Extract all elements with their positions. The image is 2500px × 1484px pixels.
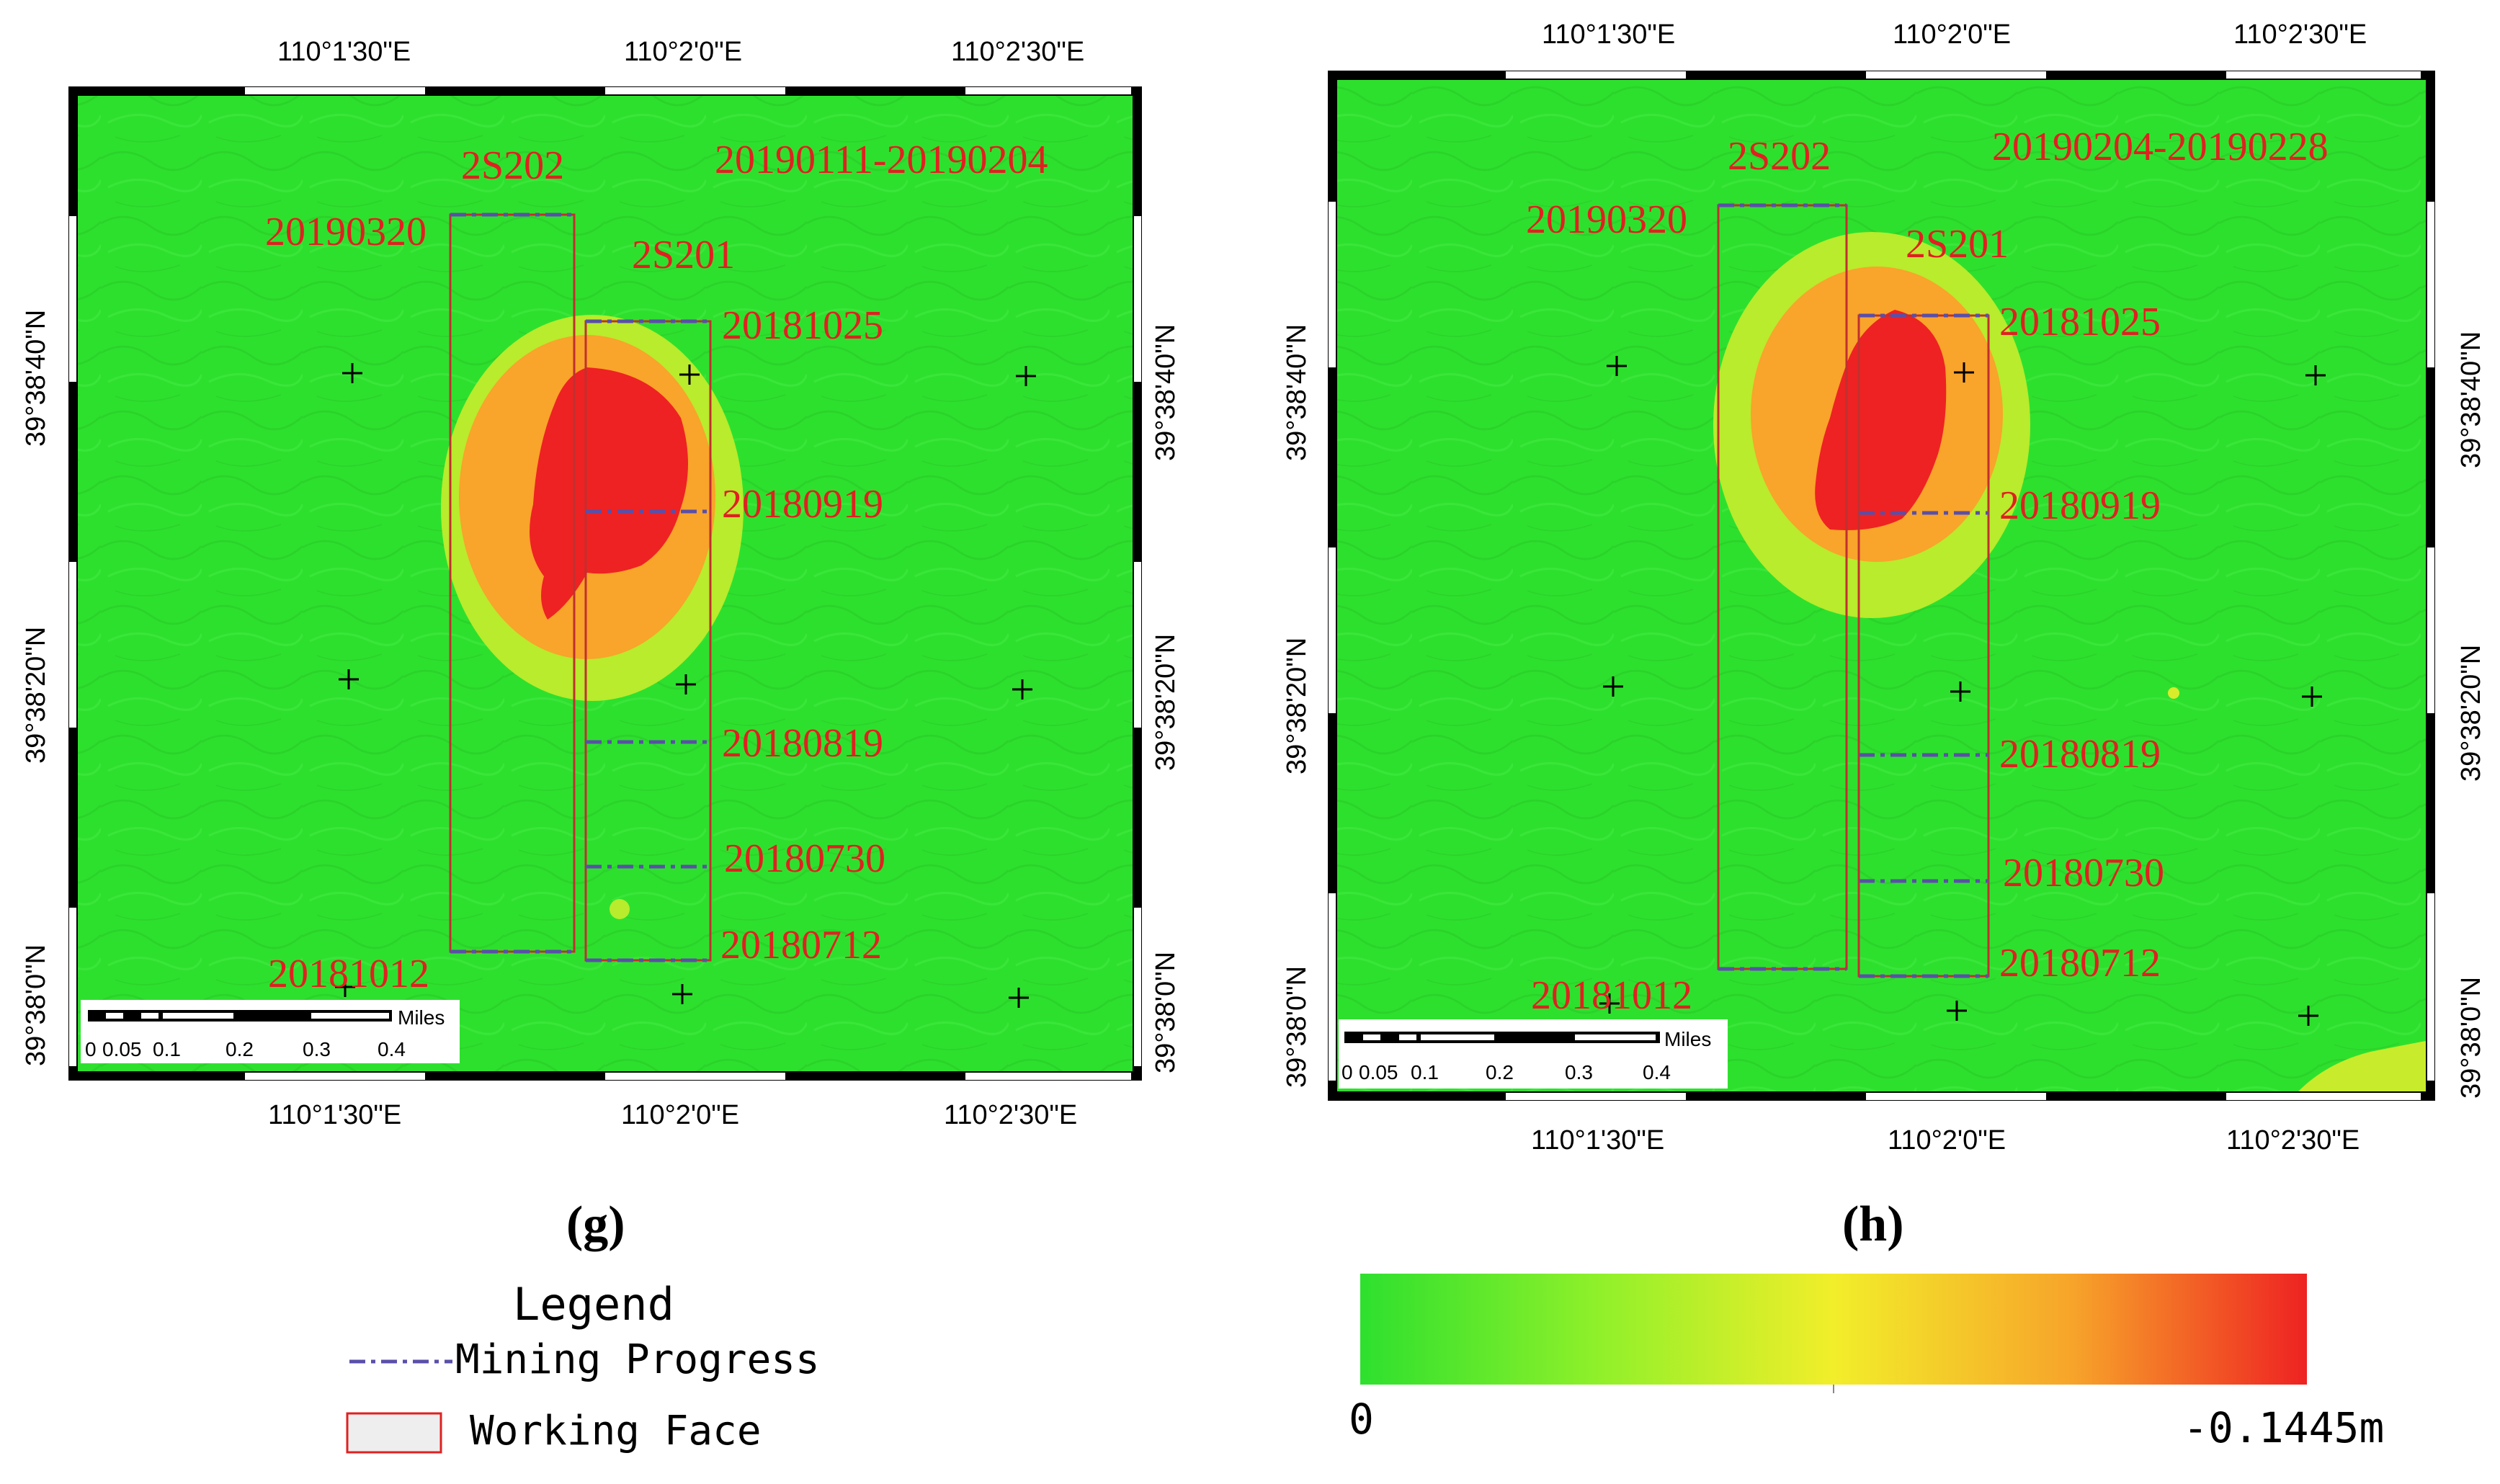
lon-label-bottom-g: 110°1'30"E — [268, 1100, 401, 1130]
date-2s202-bottom-h: 20181012 — [1531, 973, 1692, 1018]
progress-date-h: 20180919 — [1999, 483, 2161, 528]
progress-date-h: 20181025 — [1999, 300, 2161, 344]
scale-tick-h: 0 — [1341, 1061, 1353, 1083]
progress-date-h: 20180730 — [2003, 851, 2164, 895]
scale-tick-h: 0.3 — [1565, 1061, 1593, 1083]
scale-tick-g: 0.4 — [378, 1038, 406, 1060]
mining-progress-lines-g — [450, 213, 710, 962]
lat-label-left-h: 39°38'40"N — [1282, 324, 1312, 461]
subsidence-patch-h — [2168, 687, 2179, 699]
graticule-crosses-h — [1599, 356, 2326, 1026]
colorbar: 0 -0.1445m — [1349, 1274, 2384, 1452]
date-range-label-g: 20190111-20190204 — [715, 138, 1048, 182]
colorbar-gradient — [1360, 1274, 2307, 1385]
face-label-2s201-g: 2S201 — [632, 233, 735, 277]
subsidence-zone-high-h — [1815, 310, 1947, 530]
lon-label-bottom-h: 110°2'30"E — [2226, 1125, 2360, 1156]
lat-label-left-h: 39°38'20"N — [1282, 638, 1312, 774]
scale-tick-g: 0.3 — [303, 1038, 331, 1060]
scale-unit-h: Miles — [1664, 1028, 1711, 1050]
map-panel-h: 2S202 2S201 20190204-20190228 20190320 2… — [1282, 19, 2486, 1252]
caption-g: (g) — [566, 1197, 625, 1252]
frame-marks-g — [69, 87, 1141, 1080]
legend-working-face-label: Working Face — [470, 1408, 762, 1454]
subsidence-zone-high-g — [530, 367, 688, 620]
lon-label-top-g: 110°2'0"E — [624, 37, 742, 67]
working-face-2s201-g — [584, 320, 712, 962]
face-label-2s202-h: 2S202 — [1728, 134, 1831, 179]
working-face-2s202-g — [449, 213, 576, 953]
lon-label-top-h: 110°1'30"E — [1542, 19, 1675, 50]
lon-label-top-h: 110°2'0"E — [1893, 19, 2011, 50]
lat-label-right-h: 39°38'0"N — [2456, 977, 2486, 1099]
caption-h: (h) — [1842, 1197, 1904, 1252]
date-2s202-top-h: 20190320 — [1526, 197, 1687, 242]
date-2s202-top-g: 20190320 — [265, 210, 427, 254]
legend-mining-progress-label: Mining Progress — [455, 1336, 820, 1383]
progress-date-h: 20180819 — [1999, 732, 2161, 777]
progress-date-g: 20181025 — [722, 303, 883, 348]
map-panel-g: 2S202 2S201 20190111-20190204 20190320 2… — [21, 37, 1181, 1252]
lat-label-left-h: 39°38'0"N — [1282, 966, 1312, 1088]
graticule-crosses-g — [335, 363, 1036, 1008]
legend-working-face-symbol — [346, 1412, 442, 1454]
lon-label-bottom-h: 110°2'0"E — [1888, 1125, 2006, 1156]
lat-label-right-h: 39°38'40"N — [2456, 331, 2486, 468]
legend: Legend Mining Progress Working Face — [346, 1278, 820, 1454]
scale-tick-h: 0.05 — [1359, 1061, 1398, 1083]
colorbar-min-label: 0 — [1349, 1395, 1374, 1444]
date-range-label-h: 20190204-20190228 — [1992, 125, 2329, 169]
lon-label-bottom-g: 110°2'30"E — [944, 1100, 1077, 1130]
lat-label-left-g: 39°38'0"N — [21, 944, 51, 1066]
lat-label-right-g: 39°38'40"N — [1151, 324, 1181, 461]
scale-bar-g: Miles 0 0.05 0.1 0.2 0.3 0.4 — [81, 1000, 460, 1063]
colorbar-max-label: -0.1445m — [2183, 1403, 2384, 1452]
scale-tick-g: 0 — [85, 1038, 97, 1060]
scale-tick-g: 0.1 — [153, 1038, 181, 1060]
progress-date-g: 20180730 — [724, 836, 885, 881]
lon-label-top-g: 110°2'30"E — [951, 37, 1084, 67]
lon-label-bottom-g: 110°2'0"E — [621, 1100, 739, 1130]
progress-date-g: 20180712 — [720, 923, 882, 967]
lat-label-left-g: 39°38'40"N — [21, 310, 51, 447]
scale-tick-h: 0.2 — [1486, 1061, 1514, 1083]
face-label-2s202-g: 2S202 — [461, 143, 564, 188]
subsidence-patch-corner-h — [2298, 1041, 2426, 1091]
scale-unit-g: Miles — [398, 1006, 445, 1029]
scale-bar-h: Miles 0 0.05 0.1 0.2 0.3 0.4 — [1339, 1019, 1728, 1089]
face-label-2s201-h: 2S201 — [1906, 222, 2009, 267]
progress-date-g: 20180919 — [722, 482, 883, 527]
mining-progress-lines-h — [1718, 203, 1988, 978]
frame-marks-h — [1329, 71, 2434, 1100]
progress-date-h: 20180712 — [1999, 941, 2161, 985]
scale-tick-h: 0.1 — [1411, 1061, 1439, 1083]
scale-tick-g: 0.2 — [226, 1038, 254, 1060]
lat-label-right-g: 39°38'0"N — [1151, 952, 1181, 1073]
lon-label-bottom-h: 110°1'30"E — [1531, 1125, 1664, 1156]
lon-label-top-g: 110°1'30"E — [277, 37, 411, 67]
lat-label-left-g: 39°38'20"N — [21, 627, 51, 764]
progress-date-g: 20180819 — [722, 721, 883, 766]
lat-label-right-h: 39°38'20"N — [2456, 645, 2486, 782]
lon-label-top-h: 110°2'30"E — [2233, 19, 2367, 50]
scale-tick-h: 0.4 — [1643, 1061, 1671, 1083]
scale-tick-g: 0.05 — [102, 1038, 142, 1060]
date-2s202-bottom-g: 20181012 — [268, 952, 429, 996]
lat-label-right-g: 39°38'20"N — [1151, 634, 1181, 771]
subsidence-patch-g — [610, 899, 630, 919]
legend-title: Legend — [513, 1278, 674, 1331]
